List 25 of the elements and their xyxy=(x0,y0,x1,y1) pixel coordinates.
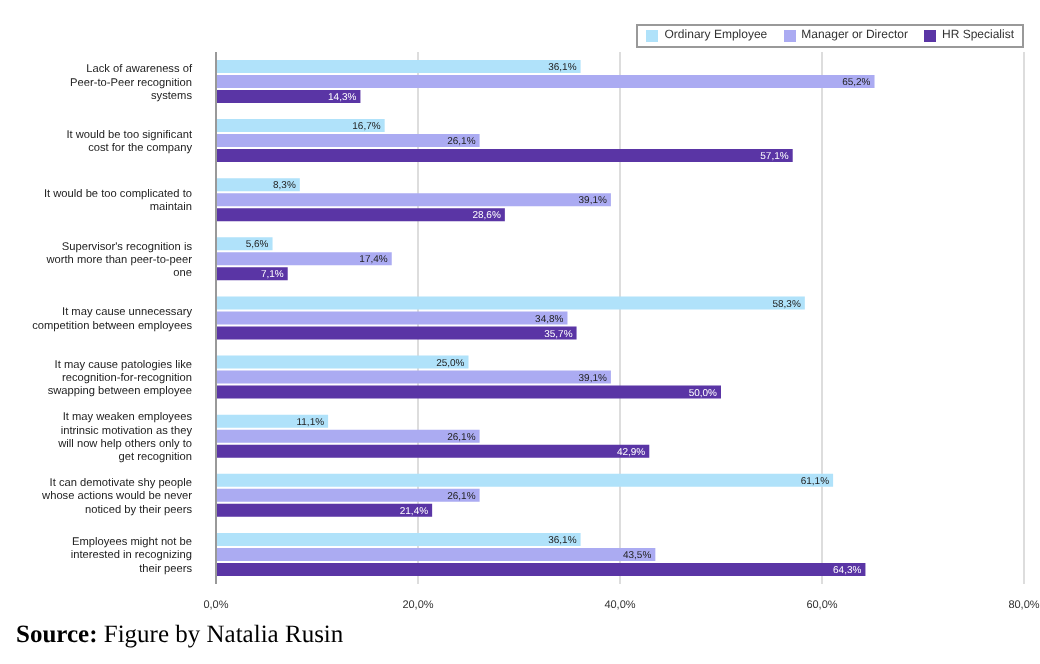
bar xyxy=(216,370,611,384)
bar xyxy=(216,414,329,428)
bar xyxy=(216,473,834,487)
bar xyxy=(216,547,656,561)
bar xyxy=(216,252,392,266)
bar xyxy=(216,311,568,325)
bar xyxy=(216,75,875,88)
bar xyxy=(216,193,611,207)
bar xyxy=(216,503,433,517)
bar xyxy=(216,119,385,133)
bar xyxy=(216,532,581,546)
bar xyxy=(216,385,721,399)
bar xyxy=(216,488,480,502)
source-note: Source: Figure by Natalia Rusin xyxy=(16,620,344,648)
bar xyxy=(216,326,577,340)
bar xyxy=(216,296,805,310)
bar xyxy=(216,60,581,73)
bar xyxy=(216,355,469,369)
bar xyxy=(216,149,793,163)
bar xyxy=(216,562,866,576)
bar xyxy=(216,444,650,458)
bar xyxy=(216,90,361,103)
bar xyxy=(216,429,480,443)
bar xyxy=(216,208,505,222)
bar xyxy=(216,134,480,148)
